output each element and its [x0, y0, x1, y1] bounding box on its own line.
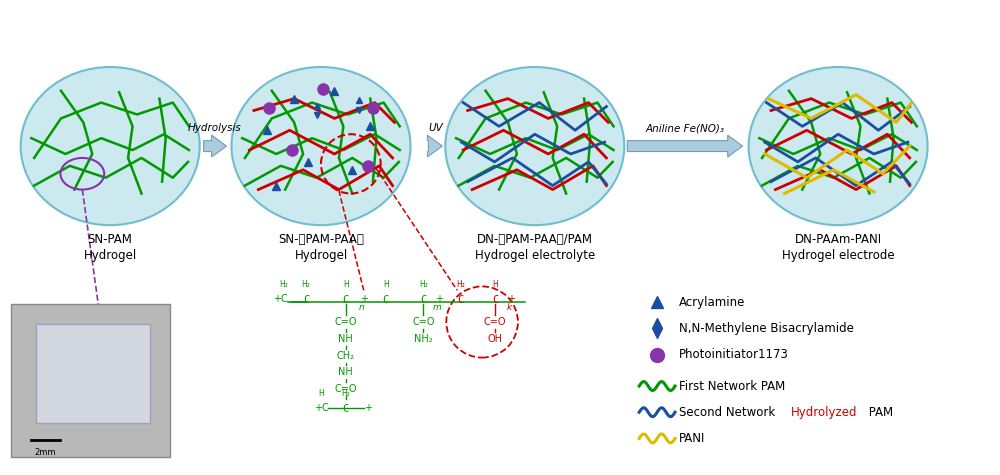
Text: H₂: H₂ [302, 280, 311, 289]
Ellipse shape [21, 67, 200, 225]
Text: Acrylamine: Acrylamine [679, 296, 745, 309]
Text: C: C [343, 295, 349, 305]
Text: Photoinitiator1173: Photoinitiator1173 [679, 348, 789, 361]
Text: n: n [359, 303, 365, 312]
Text: +: + [364, 403, 372, 413]
Text: H₂: H₂ [279, 280, 288, 289]
Text: H: H [343, 280, 349, 289]
Text: OH: OH [488, 334, 503, 344]
Text: +: + [360, 294, 368, 304]
Text: Hydrolyzed: Hydrolyzed [791, 406, 857, 419]
Text: C=O: C=O [335, 384, 357, 394]
Text: NH: NH [338, 367, 353, 378]
Text: +C: +C [273, 294, 288, 304]
Text: SN-PAM
Hydrogel: SN-PAM Hydrogel [84, 233, 137, 262]
Text: +: + [507, 294, 515, 304]
Text: H₂: H₂ [456, 280, 465, 289]
Ellipse shape [749, 67, 928, 225]
Text: C: C [303, 295, 309, 305]
Text: NH₂: NH₂ [414, 334, 433, 344]
Text: C: C [457, 295, 463, 305]
Text: H: H [383, 280, 389, 289]
Bar [11, 304, 170, 457]
Text: C=O: C=O [484, 317, 506, 327]
Text: Second Network: Second Network [679, 406, 779, 419]
Ellipse shape [232, 67, 411, 225]
Text: DN-PAAm-PANI
Hydrogel electrode: DN-PAAm-PANI Hydrogel electrode [782, 233, 894, 262]
Text: PANI: PANI [679, 432, 705, 445]
Text: H₂: H₂ [419, 280, 428, 289]
Text: CH₂: CH₂ [337, 351, 355, 361]
Bar [36, 324, 150, 423]
Text: C=O: C=O [335, 317, 357, 327]
Text: C=O: C=O [412, 317, 435, 327]
Text: NH: NH [338, 334, 353, 344]
Text: H: H [318, 389, 324, 398]
Text: +: + [435, 294, 443, 304]
Text: DN-（PAM-PAA）/PAM
Hydrogel electrolyte: DN-（PAM-PAA）/PAM Hydrogel electrolyte [475, 233, 595, 262]
Text: H: H [492, 280, 498, 289]
Ellipse shape [445, 67, 624, 225]
Text: C: C [383, 295, 389, 305]
Polygon shape [427, 135, 442, 157]
Text: Aniline Fe(NO)₃: Aniline Fe(NO)₃ [645, 123, 724, 133]
Text: Hydrolysis: Hydrolysis [188, 123, 241, 133]
Text: +C: +C [314, 403, 328, 413]
Polygon shape [627, 135, 743, 157]
Text: 2mm: 2mm [35, 447, 56, 456]
Text: First Network PAM: First Network PAM [679, 380, 785, 392]
Text: H₂: H₂ [341, 389, 350, 398]
Text: C: C [420, 295, 427, 305]
Text: PAM: PAM [865, 406, 894, 419]
Polygon shape [204, 135, 227, 157]
Text: C: C [343, 404, 349, 414]
Text: m: m [433, 303, 442, 312]
Text: k: k [506, 303, 512, 312]
Text: N,N-Methylene Bisacrylamide: N,N-Methylene Bisacrylamide [679, 322, 854, 335]
Text: SN-（PAM-PAA）
Hydrogel: SN-（PAM-PAA） Hydrogel [278, 233, 364, 262]
Text: UV: UV [428, 123, 443, 133]
Text: C: C [492, 295, 498, 305]
